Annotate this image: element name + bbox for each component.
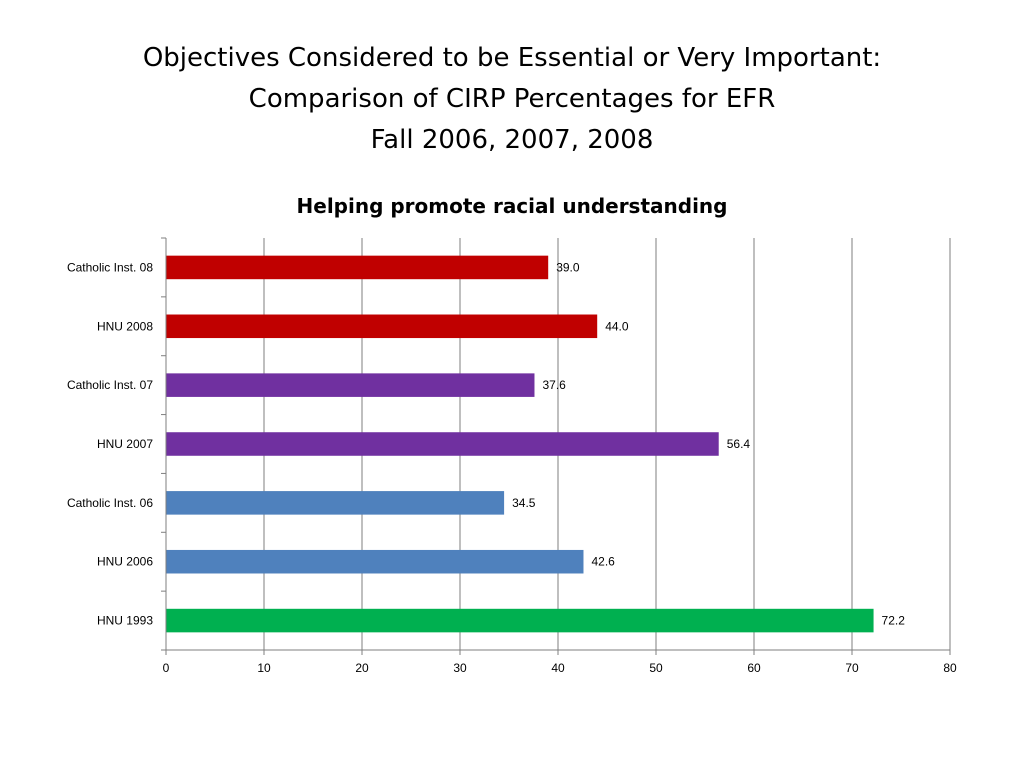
x-tick-label: 30 xyxy=(453,661,467,675)
bar xyxy=(166,608,874,633)
category-label: Catholic Inst. 06 xyxy=(67,496,153,510)
data-label: 39.0 xyxy=(556,260,580,274)
category-label: HNU 1993 xyxy=(97,614,153,628)
bar xyxy=(166,314,598,339)
category-label: Catholic Inst. 07 xyxy=(67,378,153,392)
chart-title: Helping promote racial understanding xyxy=(296,194,728,218)
bar xyxy=(166,373,535,397)
bar xyxy=(166,432,719,456)
bar xyxy=(166,549,584,574)
category-label: Catholic Inst. 08 xyxy=(67,260,153,274)
slide-title-line-2: Comparison of CIRP Percentages for EFR xyxy=(248,84,776,114)
labels: 0 10 20 30 40 50 60 70 80 Catholic Inst. 08 39.0 HN… xyxy=(67,260,957,675)
x-tick-label: 20 xyxy=(355,661,369,675)
axes xyxy=(161,237,951,655)
category-label: HNU 2006 xyxy=(97,555,153,569)
data-label: 56.4 xyxy=(727,437,751,451)
data-label: 72.2 xyxy=(882,614,906,628)
x-tick-label: 0 xyxy=(163,661,170,675)
bars xyxy=(166,255,874,633)
x-tick-label: 70 xyxy=(845,661,859,675)
data-label: 37.6 xyxy=(542,378,566,392)
data-label: 44.0 xyxy=(605,319,629,333)
bar xyxy=(166,255,549,280)
x-tick-label: 40 xyxy=(551,661,565,675)
slide-title-line-3: Fall 2006, 2007, 2008 xyxy=(370,125,654,155)
data-label: 42.6 xyxy=(591,555,615,569)
x-tick-label: 10 xyxy=(257,661,271,675)
bar xyxy=(166,491,505,515)
category-label: HNU 2008 xyxy=(97,319,153,333)
slide-title-line-1: Objectives Considered to be Essential or… xyxy=(142,43,882,73)
x-tick-label: 50 xyxy=(649,661,663,675)
category-label: HNU 2007 xyxy=(97,437,153,451)
data-label: 34.5 xyxy=(512,496,536,510)
slide-title: Objectives Considered to be Essential or… xyxy=(0,38,1024,161)
x-tick-label: 60 xyxy=(747,661,761,675)
x-tick-label: 80 xyxy=(943,661,957,675)
